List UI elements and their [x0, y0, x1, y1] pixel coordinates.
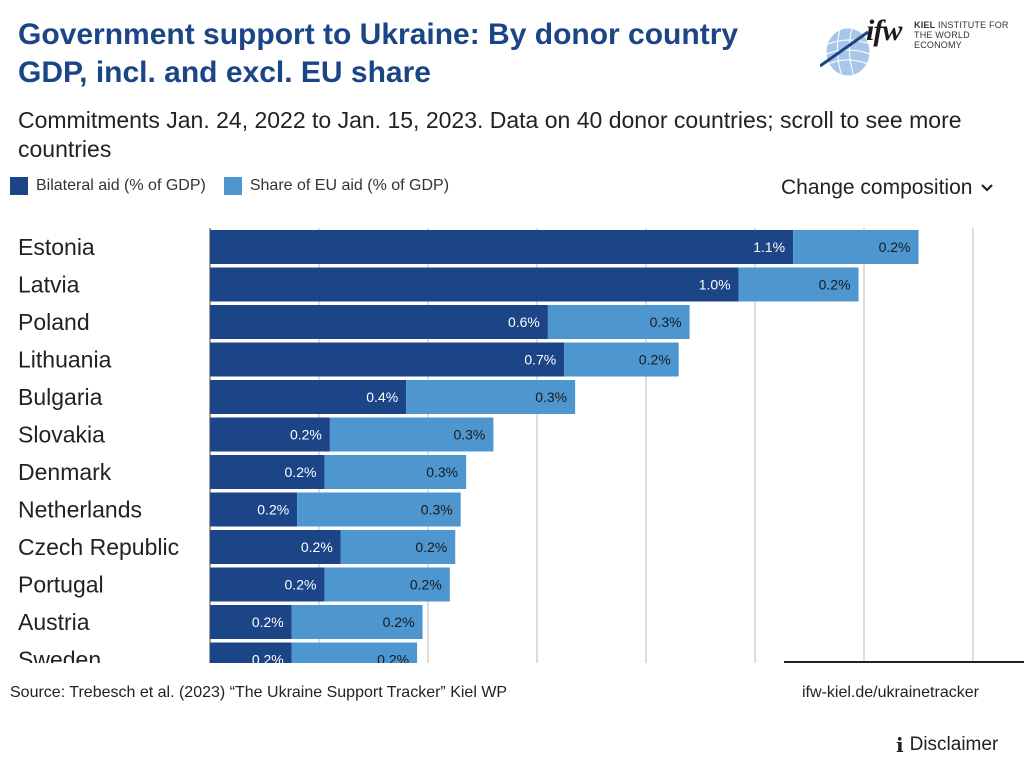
change-composition-label: Change composition: [781, 176, 973, 199]
legend-item-eu[interactable]: Share of EU aid (% of GDP): [223, 177, 450, 195]
change-composition-dropdown[interactable]: Change composition: [781, 176, 994, 200]
bar-bilateral: [210, 530, 341, 564]
data-label-bilateral: 0.2%: [252, 652, 284, 664]
bar-bilateral: [210, 492, 298, 527]
bar-eu-share: [324, 455, 467, 489]
category-label: Netherlands: [18, 497, 142, 523]
chart-scroll-area[interactable]: Estonia 1.1% 0.2% Latvia 1.0% 0.2% Poland 0.6% 0…: [0, 218, 1024, 663]
data-label-eu-share: 0.2%: [879, 239, 911, 255]
disclaimer-button[interactable]: i Disclaimer: [896, 733, 998, 757]
bar-bilateral: [210, 230, 794, 264]
info-icon: i: [896, 733, 904, 757]
legend-item-bilateral[interactable]: Bilateral aid (% of GDP): [10, 177, 206, 195]
data-label-eu-share: 0.3%: [650, 314, 682, 330]
data-label-eu-share: 0.2%: [415, 539, 447, 555]
category-label: Austria: [18, 609, 90, 635]
bar-eu-share: [406, 380, 576, 414]
legend: Bilateral aid (% of GDP) Share of EU aid…: [10, 177, 467, 195]
category-label: Sweden: [18, 647, 101, 664]
category-label: Denmark: [18, 459, 112, 485]
legend-swatch-bilateral: [10, 177, 28, 195]
data-label-bilateral: 0.2%: [301, 539, 333, 555]
data-label-eu-share: 0.3%: [421, 502, 453, 518]
bar-bilateral: [210, 267, 739, 302]
chart-title: Government support to Ukraine: By donor …: [18, 18, 739, 89]
bar-eu-share: [297, 492, 461, 527]
legend-label-bilateral: Bilateral aid (% of GDP): [36, 177, 206, 194]
category-label: Estonia: [18, 234, 95, 260]
category-label: Poland: [18, 309, 90, 335]
globe-icon: [820, 27, 871, 77]
data-label-eu-share: 0.2%: [819, 277, 851, 293]
logo-mark: ifw: [866, 14, 902, 47]
bar-eu-share: [291, 642, 418, 663]
category-label: Lithuania: [18, 347, 112, 373]
bar-bilateral: [210, 342, 565, 377]
disclaimer-label: Disclaimer: [909, 734, 999, 755]
chevron-down-icon: [981, 184, 994, 192]
category-label: Bulgaria: [18, 384, 103, 410]
bar-eu-share: [291, 605, 423, 639]
bottom-axis-line: [784, 661, 1024, 663]
bar-eu-share: [793, 230, 919, 264]
data-label-bilateral: 1.0%: [699, 277, 731, 293]
logo-line1: INSTITUTE FOR: [938, 20, 1009, 30]
data-label-eu-share: 0.3%: [535, 389, 567, 405]
bar-bilateral: [210, 642, 292, 663]
data-label-eu-share: 0.2%: [383, 614, 415, 630]
category-label: Czech Republic: [18, 534, 179, 560]
category-label: Slovakia: [18, 422, 105, 448]
bar-bilateral: [210, 567, 325, 602]
logo-text: KIEL INSTITUTE FOR THE WORLD ECONOMY: [914, 20, 1018, 50]
bar-chart: Estonia 1.1% 0.2% Latvia 1.0% 0.2% Poland 0.6% 0…: [18, 228, 974, 664]
bar-eu-share: [324, 567, 450, 602]
bar-eu-share: [340, 530, 456, 564]
data-label-bilateral: 0.2%: [252, 614, 284, 630]
data-label-bilateral: 0.7%: [524, 352, 556, 368]
bar-eu-share: [329, 417, 494, 452]
category-label: Portugal: [18, 572, 104, 598]
bar-bilateral: [210, 305, 548, 339]
data-label-bilateral: 0.6%: [508, 314, 540, 330]
chart-subtitle: Commitments Jan. 24, 2022 to Jan. 15, 20…: [18, 107, 962, 162]
bar-bilateral: [210, 380, 407, 414]
bar-bilateral: [210, 455, 325, 489]
source-note: Source: Trebesch et al. (2023) “The Ukra…: [10, 684, 508, 701]
data-label-eu-share: 0.3%: [453, 427, 485, 443]
ifw-logo: ifw KIEL INSTITUTE FOR THE WORLD ECONOMY: [818, 14, 1018, 94]
data-label-bilateral: 0.2%: [285, 464, 317, 480]
legend-label-eu: Share of EU aid (% of GDP): [249, 177, 450, 194]
data-label-bilateral: 0.2%: [285, 577, 317, 593]
bar-bilateral: [210, 605, 292, 639]
data-label-eu-share: 0.2%: [639, 352, 671, 368]
category-label: Latvia: [18, 272, 80, 298]
logo-line2: THE WORLD ECONOMY: [914, 30, 970, 50]
source-url[interactable]: ifw-kiel.de/ukrainetracker: [802, 684, 979, 701]
data-label-eu-share: 0.2%: [410, 577, 442, 593]
bar-eu-share: [547, 305, 690, 339]
data-label-eu-share: 0.3%: [426, 464, 458, 480]
data-label-bilateral: 0.2%: [257, 502, 289, 518]
data-label-bilateral: 1.1%: [753, 239, 785, 255]
data-label-bilateral: 0.2%: [290, 427, 322, 443]
data-label-bilateral: 0.4%: [366, 389, 398, 405]
legend-swatch-eu: [223, 177, 242, 195]
bar-eu-share: [738, 267, 859, 302]
bar-bilateral: [210, 417, 330, 452]
logo-line1-bold: KIEL: [914, 20, 936, 30]
bar-eu-share: [564, 342, 679, 377]
data-label-eu-share: 0.2%: [377, 652, 409, 664]
